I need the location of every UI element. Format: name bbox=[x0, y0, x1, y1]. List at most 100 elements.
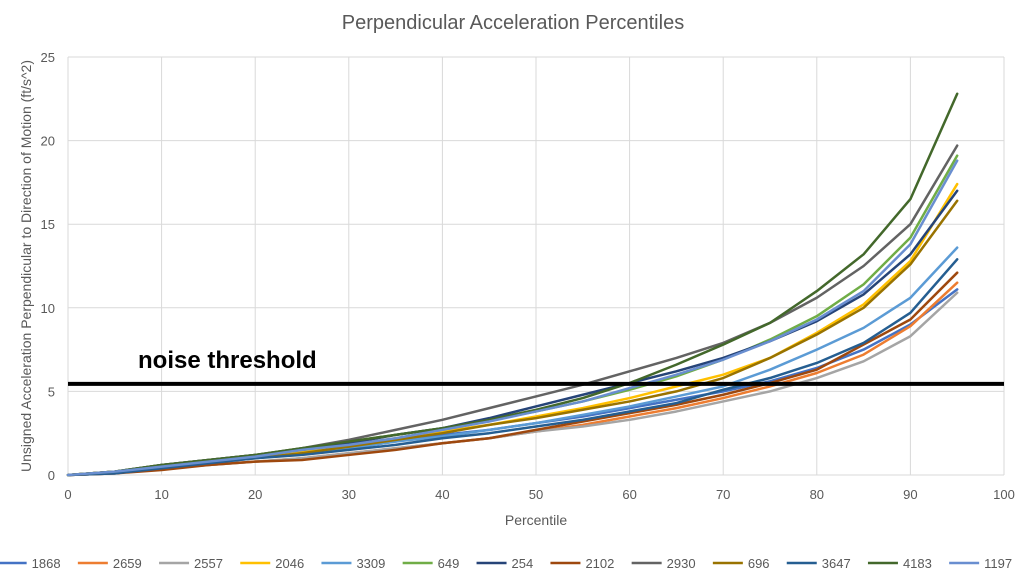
point-3647-35 bbox=[394, 444, 397, 446]
point-2930-45 bbox=[488, 407, 491, 410]
legend-label-3309: 3309 bbox=[356, 556, 385, 571]
point-2046-85 bbox=[862, 303, 865, 306]
point-1197-40 bbox=[441, 428, 444, 431]
point-2659-75 bbox=[769, 385, 771, 388]
legend-label-696: 696 bbox=[748, 556, 770, 571]
point-2930-95 bbox=[956, 144, 959, 147]
point-2102-40 bbox=[441, 442, 444, 445]
point-254-95 bbox=[956, 189, 959, 192]
point-1197-25 bbox=[301, 449, 303, 451]
point-696-70 bbox=[722, 377, 725, 379]
point-4183-75 bbox=[769, 321, 771, 324]
x-tick-label-10: 100 bbox=[993, 487, 1015, 502]
y-tick-label-1: 5 bbox=[48, 384, 55, 399]
point-4183-65 bbox=[675, 363, 678, 366]
legend-label-2046: 2046 bbox=[275, 556, 304, 571]
point-254-55 bbox=[581, 393, 584, 396]
series-line-3647 bbox=[66, 258, 959, 477]
point-1197-0 bbox=[67, 474, 69, 476]
point-3647-80 bbox=[815, 362, 818, 364]
point-3309-50 bbox=[535, 422, 537, 425]
x-tick-label-4: 40 bbox=[435, 487, 449, 502]
point-2102-35 bbox=[394, 449, 397, 451]
point-696-40 bbox=[441, 432, 444, 435]
legend-label-4183: 4183 bbox=[903, 556, 932, 571]
point-1197-10 bbox=[160, 465, 163, 468]
point-1197-95 bbox=[956, 159, 959, 162]
x-axis-label: Percentile bbox=[505, 512, 567, 528]
legend-label-2659: 2659 bbox=[113, 556, 142, 571]
x-tick-label-7: 70 bbox=[716, 487, 730, 502]
point-2557-75 bbox=[769, 390, 771, 393]
point-3309-90 bbox=[909, 296, 912, 299]
point-3647-65 bbox=[675, 402, 678, 405]
point-254-65 bbox=[675, 370, 678, 373]
x-tick-label-6: 60 bbox=[622, 487, 636, 502]
point-1197-45 bbox=[488, 420, 491, 423]
point-2557-80 bbox=[815, 377, 818, 379]
point-696-50 bbox=[535, 417, 537, 420]
point-2930-90 bbox=[909, 223, 912, 226]
noise-threshold: noise threshold bbox=[68, 347, 1004, 386]
point-2102-25 bbox=[301, 459, 303, 461]
point-254-90 bbox=[909, 253, 912, 256]
point-2102-80 bbox=[815, 368, 818, 371]
point-696-55 bbox=[581, 408, 584, 411]
point-696-65 bbox=[675, 390, 678, 393]
point-3309-60 bbox=[628, 405, 631, 408]
series-line-4183 bbox=[66, 92, 959, 477]
point-696-75 bbox=[769, 357, 771, 359]
point-3309-70 bbox=[722, 385, 725, 388]
chart-title: Perpendicular Acceleration Percentiles bbox=[342, 12, 684, 34]
point-696-60 bbox=[628, 400, 631, 403]
point-2659-80 bbox=[815, 372, 818, 374]
point-2046-60 bbox=[628, 397, 631, 399]
point-3647-70 bbox=[722, 388, 725, 391]
point-1197-30 bbox=[347, 444, 350, 446]
point-2557-95 bbox=[956, 291, 959, 294]
point-1197-5 bbox=[113, 470, 116, 473]
point-2930-85 bbox=[862, 265, 865, 267]
point-2557-90 bbox=[909, 335, 912, 338]
axis-ticks: 0 10 20 30 40 50 60 70 80 90 100 0 5 10 15 20 25 bbox=[41, 50, 1015, 502]
point-1868-85 bbox=[862, 348, 865, 351]
point-3647-75 bbox=[769, 377, 771, 379]
series-line-254 bbox=[66, 189, 959, 477]
point-2557-70 bbox=[722, 400, 725, 403]
point-696-95 bbox=[956, 199, 959, 202]
point-2102-70 bbox=[722, 393, 725, 396]
point-4183-90 bbox=[909, 198, 912, 201]
point-649-85 bbox=[862, 283, 865, 286]
point-3309-55 bbox=[581, 413, 584, 416]
point-3309-85 bbox=[862, 326, 865, 329]
point-1197-80 bbox=[815, 318, 818, 321]
point-2659-60 bbox=[628, 415, 631, 418]
point-696-80 bbox=[815, 333, 818, 336]
x-tick-label-2: 20 bbox=[248, 487, 262, 502]
y-axis-label: Unsigned Acceleration Perpendicular to D… bbox=[18, 60, 34, 472]
point-2102-20 bbox=[254, 460, 257, 463]
point-2046-90 bbox=[909, 260, 912, 262]
point-2046-70 bbox=[722, 373, 725, 376]
point-1197-35 bbox=[394, 437, 397, 440]
noise-threshold-label: noise threshold bbox=[138, 347, 317, 374]
x-tick-label-0: 0 bbox=[64, 487, 71, 502]
point-1197-60 bbox=[628, 387, 631, 389]
point-4183-85 bbox=[862, 253, 865, 256]
point-3647-85 bbox=[862, 342, 865, 344]
point-2046-95 bbox=[956, 183, 959, 185]
x-tick-label-5: 50 bbox=[529, 487, 543, 502]
point-1868-65 bbox=[675, 398, 678, 401]
legend-label-2557: 2557 bbox=[194, 556, 223, 571]
point-2557-85 bbox=[862, 360, 865, 363]
y-tick-label-4: 20 bbox=[41, 134, 55, 149]
point-1197-20 bbox=[254, 455, 257, 458]
series-line-1197 bbox=[66, 159, 959, 477]
point-2102-90 bbox=[909, 318, 912, 321]
point-4183-55 bbox=[581, 397, 584, 399]
point-2930-50 bbox=[535, 395, 537, 398]
point-3647-40 bbox=[441, 437, 444, 440]
legend-label-1197: 1197 bbox=[984, 556, 1012, 571]
point-2102-50 bbox=[535, 428, 537, 431]
